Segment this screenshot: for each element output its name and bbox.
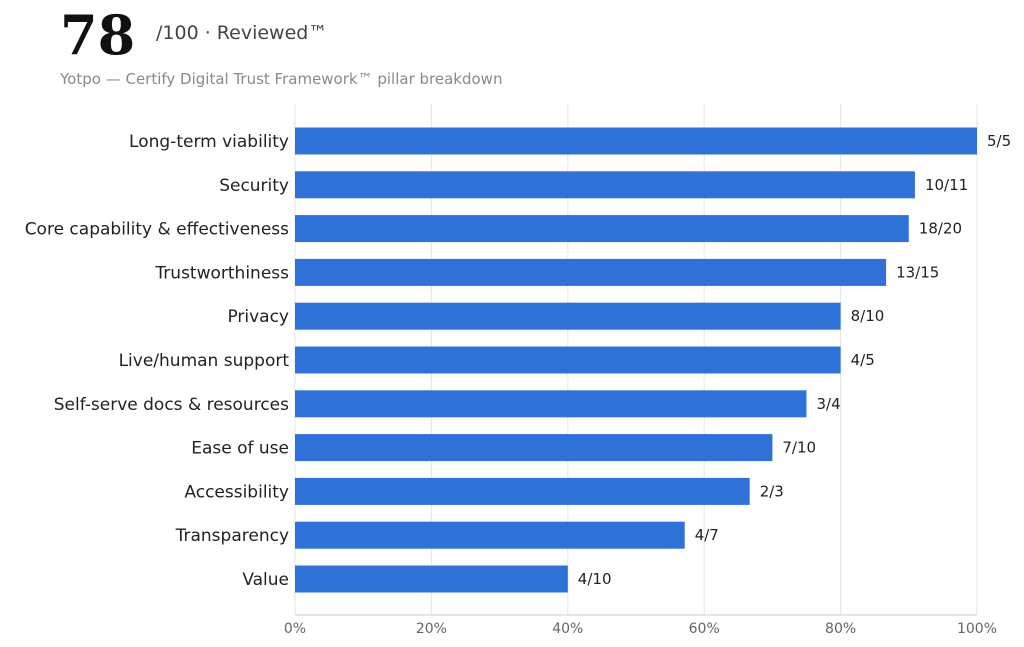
bar xyxy=(295,434,773,462)
category-label: Privacy xyxy=(227,307,289,327)
bar xyxy=(295,171,915,199)
x-tick-label: 100% xyxy=(957,621,997,637)
bar xyxy=(295,127,977,155)
data-label: 5/5 xyxy=(987,132,1011,150)
data-label: 10/11 xyxy=(925,176,968,194)
bar xyxy=(295,302,841,330)
category-label: Value xyxy=(242,570,289,590)
category-label: Transparency xyxy=(175,526,289,546)
x-tick-label: 80% xyxy=(825,621,856,637)
data-label: 7/10 xyxy=(782,439,816,457)
bar xyxy=(295,258,887,286)
data-label: 4/7 xyxy=(695,526,719,544)
x-tick-label: 0% xyxy=(284,621,306,637)
x-tick-label: 60% xyxy=(689,621,720,637)
bar xyxy=(295,565,568,593)
category-label: Self-serve docs & resources xyxy=(54,395,289,415)
chart-subtitle: Yotpo — Certify Digital Trust Framework™… xyxy=(60,70,503,88)
x-tick-label: 20% xyxy=(416,621,447,637)
data-label: 8/10 xyxy=(851,307,885,325)
data-label: 4/5 xyxy=(851,351,875,369)
data-label: 2/3 xyxy=(760,482,784,500)
overall-score: 78 xyxy=(60,3,136,67)
x-tick-label: 40% xyxy=(552,621,583,637)
bar xyxy=(295,390,807,418)
category-label: Ease of use xyxy=(191,439,289,459)
bar xyxy=(295,521,685,549)
bar xyxy=(295,215,909,243)
category-label: Accessibility xyxy=(184,482,289,502)
bar xyxy=(295,477,750,505)
data-label: 13/15 xyxy=(896,263,939,281)
data-label: 18/20 xyxy=(919,220,962,238)
data-label: 4/10 xyxy=(578,570,612,588)
category-label: Trustworthiness xyxy=(154,263,289,283)
category-label: Live/human support xyxy=(119,351,290,371)
bar xyxy=(295,346,841,374)
score-suffix: /100 · Reviewed™ xyxy=(156,22,328,44)
data-label: 3/4 xyxy=(817,395,841,413)
category-label: Security xyxy=(219,176,289,196)
category-label: Core capability & effectiveness xyxy=(25,220,289,240)
category-label: Long-term viability xyxy=(129,132,289,152)
